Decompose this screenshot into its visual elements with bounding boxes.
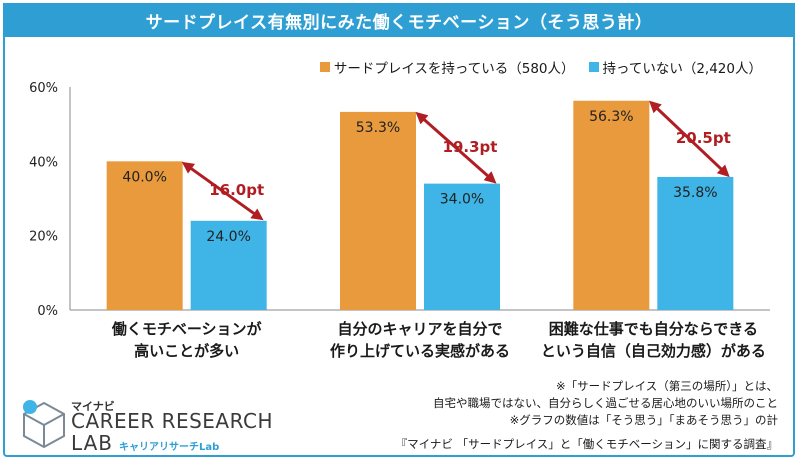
note-line: ※「サードプレイス（第三の場所）」とは、 bbox=[555, 379, 778, 393]
difference-arrow bbox=[181, 161, 264, 221]
y-tick-label: 0% bbox=[37, 304, 58, 319]
y-tick-label: 60% bbox=[29, 81, 58, 96]
career-research-lab-logo-icon bbox=[23, 400, 65, 449]
bar-value-label: 40.0% bbox=[122, 169, 166, 185]
legend-item-no-third-place: 持っていない（2,420人） bbox=[588, 57, 762, 77]
difference-label: 20.5pt bbox=[676, 129, 731, 147]
legend: サードプレイスを持っている（580人） 持っていない（2,420人） bbox=[0, 57, 800, 77]
logo-line2: LAB bbox=[71, 431, 114, 455]
y-tick-label: 40% bbox=[29, 155, 58, 170]
bar-value-label: 35.8% bbox=[673, 185, 717, 201]
bar-value-label: 34.0% bbox=[440, 192, 484, 208]
logo-line1: CAREER RESEARCH bbox=[71, 409, 274, 433]
logo-sub: キャリアリサーチLab bbox=[119, 442, 220, 453]
category-label: 自分のキャリアを自分で bbox=[337, 320, 502, 338]
category-label: 作り上げている実感がある bbox=[330, 342, 510, 360]
legend-swatch-blue bbox=[588, 62, 599, 72]
legend-item-has-third-place: サードプレイスを持っている（580人） bbox=[319, 57, 575, 77]
difference-label: 19.3pt bbox=[443, 138, 498, 156]
legend-label: 持っていない（2,420人） bbox=[602, 61, 762, 77]
note-line: ※グラフの数値は「そう思う」「まあそう思う」の計 bbox=[509, 413, 778, 427]
chart-title: サードプレイス有無別にみた働くモチベーション（そう思う計） bbox=[3, 3, 795, 37]
difference-arrow bbox=[415, 111, 497, 184]
difference-label: 16.0pt bbox=[209, 181, 264, 199]
category-label: 働くモチベーションが bbox=[111, 320, 263, 338]
bar-value-label: 56.3% bbox=[589, 109, 633, 125]
bar-no-third-place bbox=[424, 183, 500, 310]
bar-has-third-place bbox=[573, 100, 650, 310]
category-label: 困難な仕事でも自分ならできる bbox=[549, 320, 758, 338]
category-label: という自信（自己効力感）がある bbox=[541, 342, 766, 360]
bar-has-third-place bbox=[106, 161, 183, 310]
legend-label: サードプレイスを持っている（580人） bbox=[333, 61, 575, 77]
bar-has-third-place bbox=[340, 111, 416, 310]
category-label: 高いことが多い bbox=[134, 342, 239, 360]
note-line: 自宅や職場ではない、自分らしく過ごせる居心地のいい場所のこと bbox=[433, 396, 778, 410]
difference-arrow bbox=[648, 100, 730, 178]
bar-value-label: 24.0% bbox=[206, 229, 250, 245]
y-tick-label: 20% bbox=[29, 230, 58, 245]
bar-no-third-place bbox=[190, 220, 267, 310]
bar-no-third-place bbox=[657, 176, 734, 310]
logo-brand: マイナビ bbox=[71, 400, 115, 413]
legend-swatch-orange bbox=[319, 62, 330, 72]
source-note: 『マイナビ 「サードプレイス」と「働くモチベーション」に関する調査』 bbox=[395, 437, 778, 451]
bar-value-label: 53.3% bbox=[356, 120, 400, 136]
